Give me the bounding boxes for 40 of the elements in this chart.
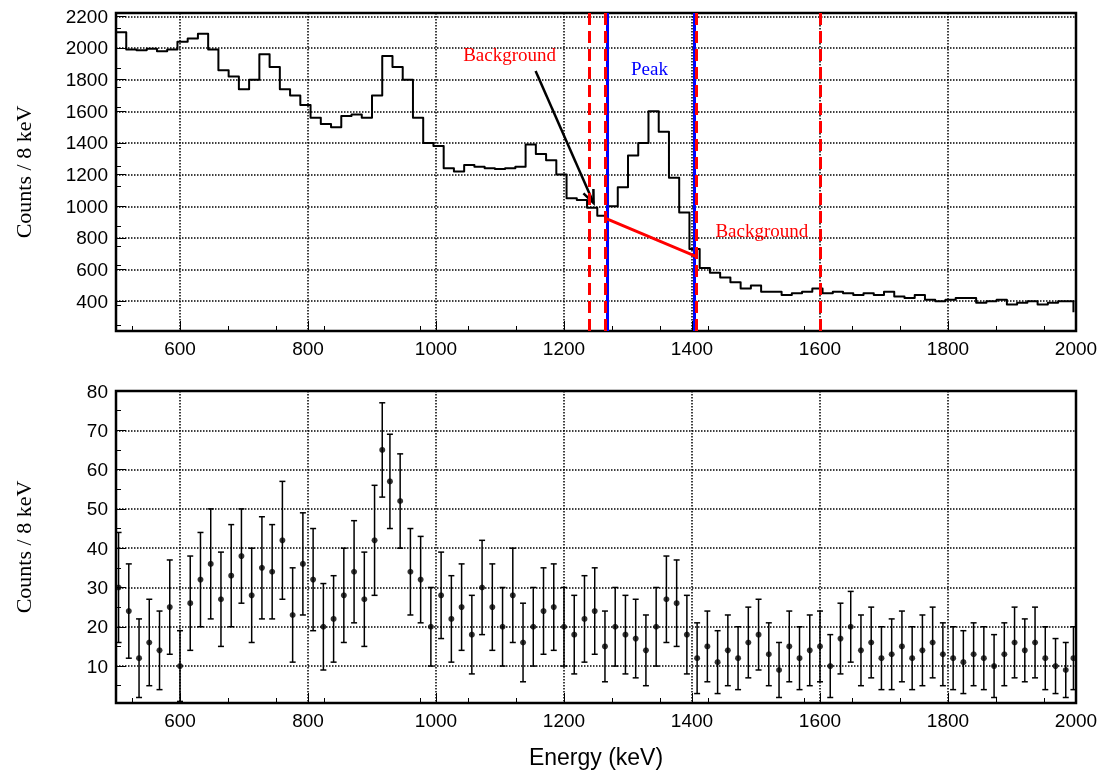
- y-axis-title: Counts / 8 keV: [10, 105, 36, 239]
- y-tick-label: 1000: [65, 195, 108, 217]
- y-tick-label: 600: [76, 259, 108, 281]
- x-tick-label: 800: [292, 338, 324, 359]
- y-tick-label: 50: [86, 498, 108, 520]
- x-tick-label: 1400: [670, 710, 714, 731]
- y-tick-label: 40: [86, 537, 108, 559]
- x-tick-label: 800: [292, 710, 324, 731]
- x-tick-label: 2000: [1054, 338, 1098, 359]
- y-tick-label: 2000: [65, 37, 108, 59]
- x-tick-label: 1200: [542, 338, 586, 359]
- x-tick-label: 1000: [414, 710, 458, 731]
- y-tick-label: 70: [86, 419, 108, 441]
- x-tick-label: 1400: [670, 338, 714, 359]
- y-tick-label: 1800: [65, 69, 108, 91]
- y-tick-label: 1400: [65, 132, 108, 154]
- y-tick-label: 400: [76, 290, 108, 312]
- x-tick-label: 600: [164, 338, 196, 359]
- x-axis-title: Energy (keV): [528, 743, 664, 770]
- y-tick-label: 20: [86, 616, 108, 638]
- x-tick-label: 1000: [414, 338, 458, 359]
- ref-line-label: Background: [715, 219, 809, 241]
- y-tick-label: 2200: [65, 5, 108, 27]
- ref-line-label: Background: [463, 43, 557, 65]
- x-tick-label: 1800: [926, 338, 970, 359]
- y-tick-label: 60: [86, 459, 108, 481]
- x-tick-label: 2000: [1054, 710, 1098, 731]
- y-tick-label: 800: [76, 227, 108, 249]
- x-tick-label: 600: [164, 710, 196, 731]
- x-tick-label: 1200: [542, 710, 586, 731]
- y-axis-title: Counts / 8 keV: [10, 480, 36, 614]
- ref-line-label: Peak: [631, 57, 669, 79]
- y-tick-label: 1200: [65, 164, 108, 186]
- y-tick-label: 1600: [65, 100, 108, 122]
- x-tick-label: 1800: [926, 710, 970, 731]
- x-tick-label: 1600: [798, 710, 842, 731]
- x-tick-label: 1600: [798, 338, 842, 359]
- y-tick-label: 30: [86, 576, 108, 598]
- y-tick-label: 80: [86, 380, 108, 402]
- y-tick-label: 10: [86, 655, 108, 677]
